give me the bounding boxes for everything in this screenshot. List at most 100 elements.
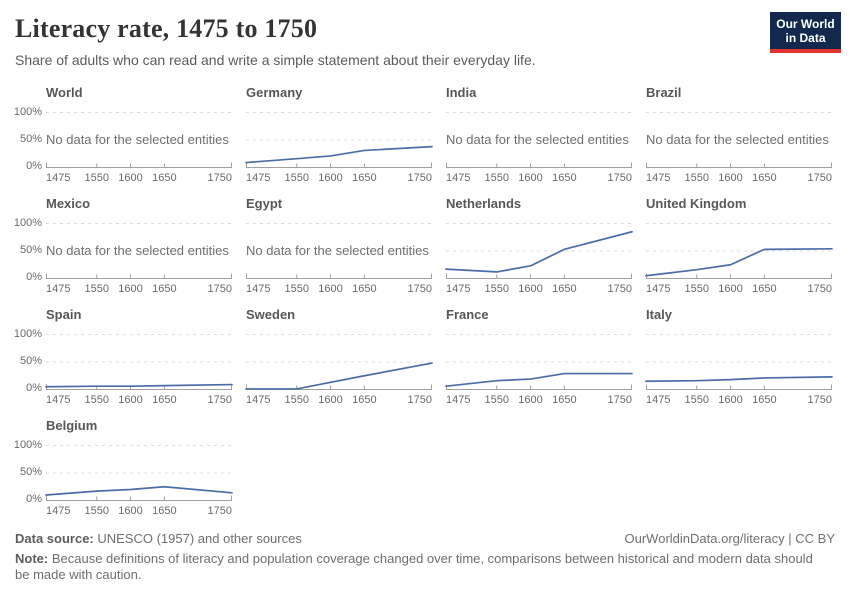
panel-title: France: [446, 307, 489, 322]
datasource-value: UNESCO (1957) and other sources: [93, 531, 302, 546]
x-axis: 1475 1550 1600 1650 1750: [446, 394, 632, 407]
datasource-label: Data source:: [15, 531, 94, 546]
chart-panel-italy: Italy 1475 1550 1600 1650 1750: [645, 307, 833, 407]
x-axis: 1475 1550 1600 1650 1750: [646, 394, 832, 407]
no-data-label: No data for the selected entities: [646, 132, 829, 147]
owid-logo[interactable]: Our World in Data: [770, 12, 841, 53]
x-tick-label: 1600: [118, 172, 143, 184]
line-chart[interactable]: [45, 445, 233, 501]
empty-chart: [246, 223, 432, 279]
x-tick-label: 1650: [352, 394, 377, 406]
x-tick-label: 1750: [207, 283, 232, 295]
chart-panel-brazil: Brazil No data for the selected entities 1…: [646, 85, 832, 185]
panel-title: Netherlands: [446, 196, 522, 211]
x-tick-label: 1550: [484, 394, 509, 406]
chart-panel-egypt: Egypt No data for the selected entities 14…: [246, 196, 432, 296]
panel-title: India: [446, 85, 477, 100]
y-tick-label: 0%: [26, 271, 42, 283]
x-axis: 1475 1550 1600 1650 1750: [446, 283, 632, 296]
x-axis: 1475 1550 1600 1650 1750: [46, 283, 232, 296]
x-tick-label: 1550: [684, 394, 709, 406]
x-tick-label: 1750: [607, 172, 632, 184]
note-value: Because definitions of literacy and popu…: [15, 551, 813, 582]
x-tick-label: 1600: [718, 394, 743, 406]
panel-title: Egypt: [246, 196, 283, 211]
x-tick-label: 1475: [246, 394, 271, 406]
chart-panel-france: France 1475 1550 1600 1650 1750: [445, 307, 633, 407]
owid-logo-line2: in Data: [785, 31, 826, 45]
x-tick-label: 1550: [84, 505, 109, 517]
y-tick-label: 50%: [19, 133, 42, 145]
empty-chart: [46, 112, 232, 168]
empty-chart: [446, 112, 632, 168]
panel-title: Mexico: [46, 196, 91, 211]
y-tick-label: 100%: [13, 439, 42, 451]
x-tick-label: 1750: [207, 505, 232, 517]
footer-datasource: Data source: UNESCO (1957) and other sou…: [15, 531, 835, 546]
empty-chart: [46, 223, 232, 279]
x-tick-label: 1550: [484, 283, 509, 295]
x-axis: 1475 1550 1600 1650 1750: [246, 283, 432, 296]
y-tick-label: 50%: [19, 244, 42, 256]
line-chart[interactable]: [645, 223, 833, 279]
x-tick-label: 1550: [284, 283, 309, 295]
chart-panel-netherlands: Netherlands 1475 1550 1600 1650 1750: [445, 196, 633, 296]
x-tick-label: 1600: [518, 172, 543, 184]
x-axis: 1475 1550 1600 1650 1750: [46, 505, 232, 518]
x-tick-label: 1600: [518, 283, 543, 295]
attribution-link[interactable]: OurWorldinData.org/literacy | CC BY: [624, 531, 835, 546]
x-tick-label: 1475: [446, 172, 471, 184]
x-tick-label: 1475: [446, 394, 471, 406]
x-tick-label: 1600: [118, 394, 143, 406]
x-tick-label: 1750: [607, 394, 632, 406]
no-data-label: No data for the selected entities: [46, 132, 229, 147]
x-tick-label: 1550: [684, 172, 709, 184]
line-chart[interactable]: [245, 112, 433, 168]
x-tick-label: 1475: [246, 283, 271, 295]
y-tick-label: 100%: [13, 217, 42, 229]
x-tick-label: 1600: [318, 394, 343, 406]
chart-panel-sweden: Sweden 1475 1550 1600 1650 1750: [245, 307, 433, 407]
x-tick-label: 1600: [318, 283, 343, 295]
page-title: Literacy rate, 1475 to 1750: [15, 14, 318, 43]
panel-title: Spain: [46, 307, 82, 322]
x-tick-label: 1750: [207, 394, 232, 406]
owid-logo-line1: Our World: [776, 17, 835, 31]
y-tick-label: 0%: [26, 493, 42, 505]
chart-panel-mexico: Mexico No data for the selected entities 1…: [14, 196, 232, 296]
line-chart[interactable]: [445, 334, 633, 390]
x-tick-label: 1550: [484, 172, 509, 184]
x-tick-label: 1750: [407, 394, 432, 406]
x-tick-label: 1475: [646, 394, 671, 406]
panel-title: World: [46, 85, 83, 100]
panel-title: Germany: [246, 85, 303, 100]
x-tick-label: 1650: [352, 283, 377, 295]
line-chart[interactable]: [445, 223, 633, 279]
line-chart[interactable]: [45, 334, 233, 390]
x-tick-label: 1600: [718, 172, 743, 184]
x-tick-label: 1750: [207, 172, 232, 184]
x-tick-label: 1750: [407, 283, 432, 295]
x-tick-label: 1600: [518, 394, 543, 406]
data-line-netherlands: [445, 230, 633, 273]
x-tick-label: 1650: [552, 172, 577, 184]
line-chart[interactable]: [245, 334, 433, 390]
x-tick-label: 1650: [552, 394, 577, 406]
line-chart[interactable]: [645, 334, 833, 390]
x-tick-label: 1600: [118, 283, 143, 295]
no-data-label: No data for the selected entities: [446, 132, 629, 147]
x-tick-label: 1475: [246, 172, 271, 184]
x-tick-label: 1550: [84, 283, 109, 295]
x-tick-label: 1750: [807, 172, 832, 184]
x-tick-label: 1650: [752, 172, 777, 184]
x-tick-label: 1650: [152, 394, 177, 406]
x-axis: 1475 1550 1600 1650 1750: [246, 172, 432, 185]
chart-panel-spain: Spain 1475 1550 1600 1650 1750 100% 50% 0%: [14, 307, 233, 407]
data-line-italy: [645, 375, 833, 383]
x-tick-label: 1750: [607, 283, 632, 295]
x-tick-label: 1475: [646, 283, 671, 295]
chart-panel-world: World No data for the selected entities 14…: [14, 85, 232, 185]
footer-note: Note: Because definitions of literacy an…: [15, 551, 827, 583]
data-line-france: [445, 372, 633, 388]
